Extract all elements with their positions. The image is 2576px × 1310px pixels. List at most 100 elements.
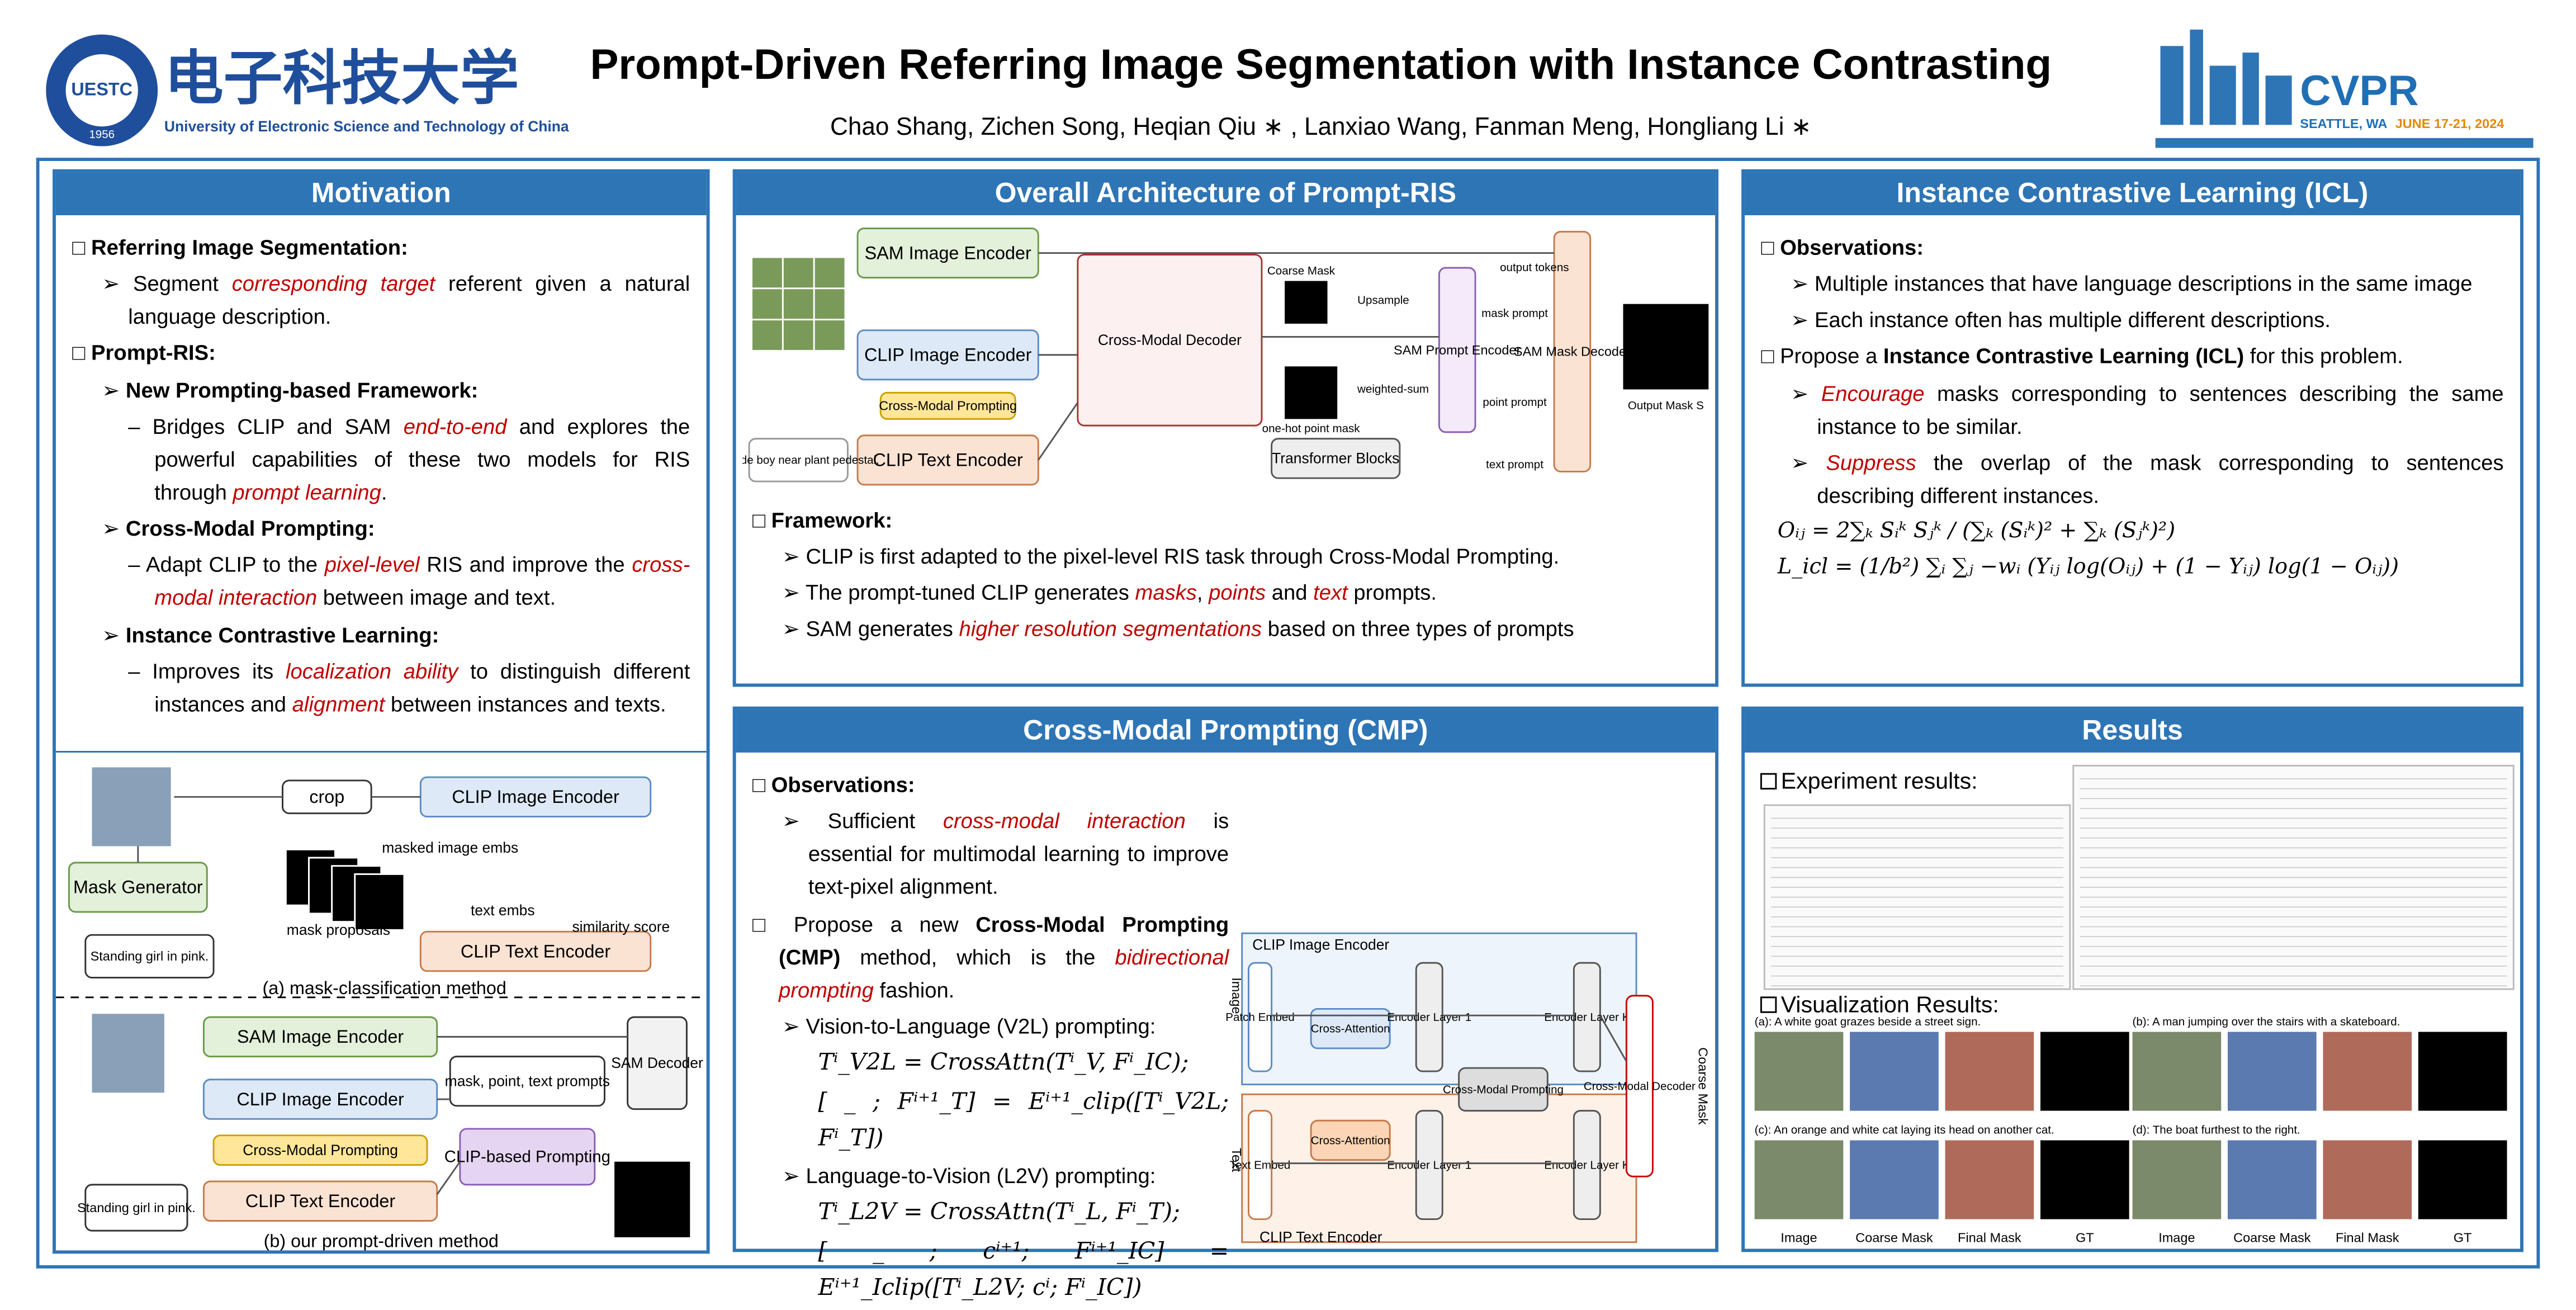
university-en: University of Electronic Science and Tec… (164, 118, 569, 135)
panel: Motivation □ Referring Image Segmentation… (53, 169, 710, 1254)
photo (92, 767, 171, 846)
diagram-box (1271, 438, 1401, 479)
diagram-box (1415, 1110, 1443, 1221)
panel: Overall Architecture of Prompt-RIS SAM Im… (732, 169, 1718, 687)
bullet: Tⁱ_L2V = CrossAttn(Tⁱ_L, Fⁱ_T); (752, 1197, 1229, 1232)
diagram-box (1438, 267, 1476, 433)
diagram-text: Coarse Mask (1267, 264, 1336, 277)
diagram-text: GT (2454, 1231, 2472, 1245)
input-patch (752, 289, 782, 319)
diagram-label: Text Embed (1230, 1158, 1291, 1171)
diagram-box (1415, 962, 1443, 1072)
square (1760, 773, 1777, 790)
bullet: □ Propose a Instance Contrastive Learnin… (1761, 341, 2503, 374)
diagram-label: SAM Mask Decoder (1514, 344, 1631, 359)
text: masks corresponding to sentences describ… (1817, 380, 2504, 438)
emphasis: cross-modal interaction (154, 552, 690, 611)
diagram-label: SAM Image Encoder (865, 243, 1031, 263)
diagram-text: (a) mask-classification method (262, 978, 506, 998)
diagram-label: CLIP Text Encoder (245, 1191, 395, 1211)
emphasis: higher resolution segmentations (959, 617, 1262, 642)
diagram-box (627, 1016, 688, 1110)
text: between instances and texts. (385, 691, 666, 716)
text: fashion. (873, 977, 955, 1002)
bullet-marker: ➢ (1791, 308, 1815, 333)
square (1760, 996, 1777, 1013)
visual-sample (2418, 1140, 2507, 1219)
text: The prompt-tuned CLIP generates (805, 580, 1135, 606)
bullet-marker: ➢ (102, 271, 133, 296)
diagram-box (1553, 230, 1592, 472)
input-patch (815, 258, 845, 288)
bullet-marker: □ (1761, 344, 1781, 369)
diagram-label: Encoder Layer 1 (1387, 1158, 1471, 1171)
visual-sample (1945, 1140, 2034, 1219)
bold-text: Cross-Modal Prompting (CMP) (778, 911, 1229, 970)
equation: Oᵢⱼ = 2∑ₖ Sᵢᵏ Sⱼᵏ / (∑ₖ (Sᵢᵏ)² + ∑ₖ (Sⱼᵏ… (1777, 519, 2176, 545)
visual-sample (2227, 1140, 2317, 1219)
diagram-label: SAM Decoder (611, 1054, 703, 1071)
bullet-marker: ➢ (782, 1014, 806, 1039)
university-cn: 电子科技大学 (164, 45, 519, 111)
diagram-label: Cross-Modal Prompting (243, 1142, 398, 1158)
visual-sample (2040, 1032, 2129, 1111)
diagram-text: Final Mask (2336, 1231, 2399, 1245)
text: . (381, 480, 387, 505)
text: is essential for multimodal learning to … (808, 808, 1229, 900)
bullet: ➢ Sufficient cross-modal interaction is … (752, 805, 1229, 905)
diagram-text: GT (2076, 1231, 2094, 1245)
diagram-text: Experiment results: (1781, 768, 1978, 794)
diagram-text: mask proposals (287, 921, 390, 938)
panel-body: □ Observations: ➢ Multiple instances that… (1761, 228, 2503, 589)
diagram-box (419, 930, 652, 972)
bullet: ➢ Segment corresponding target referent … (72, 268, 690, 334)
diagram-label: Cross-Modal Prompting (1443, 1083, 1564, 1096)
arrow (436, 1161, 461, 1195)
diagram-label: CLIP Text Encoder (873, 450, 1023, 470)
output-mask (1623, 304, 1709, 390)
bullet: – Bridges CLIP and SAM end-to-end and ex… (72, 410, 690, 510)
panel-title: Motivation (55, 172, 707, 215)
bullet-marker: – (128, 658, 153, 683)
bullet-marker: ➢ (782, 1164, 806, 1189)
bullet-marker: ➢ (102, 516, 126, 541)
emphasis: end-to-end (403, 413, 507, 438)
diagram-text: Coarse Mask (2233, 1231, 2311, 1245)
mask-proposal (354, 873, 405, 931)
text: [ _ ; cⁱ⁺¹; Fⁱ⁺¹_IC] = Eⁱ⁺¹_Iclip([Tⁱ_L2… (818, 1238, 1229, 1301)
diagram-label: Cross-Modal Decoder (1584, 1080, 1696, 1093)
diagram-label: CLIP-based Prompting (444, 1148, 610, 1166)
diagram-box (1310, 1119, 1391, 1161)
diagram-box (1247, 962, 1273, 1072)
bullet-marker: ➢ (102, 377, 126, 402)
bullet: ➢ CLIP is first adapted to the pixel-lev… (752, 541, 1699, 574)
diagram-label: Mask Generator (73, 877, 203, 897)
diagram-text: Upsample (1357, 294, 1409, 307)
diagram-box (1458, 1067, 1549, 1112)
emphasis: Suppress (1826, 450, 1916, 475)
text: Propose a new (793, 911, 976, 936)
diagram-box (748, 438, 849, 483)
bullet-marker: ➢ (782, 808, 828, 834)
text: Adapt CLIP to the (146, 552, 325, 578)
diagram-text: (d): The boat furthest to the right. (2133, 1124, 2300, 1137)
text: [ _ ; Fⁱ⁺¹_T] = Eⁱ⁺¹_clip([Tⁱ_V2L; Fⁱ_T]… (818, 1089, 1229, 1151)
diagram-box (1625, 995, 1654, 1177)
bullet: ➢ Each instance often has multiple diffe… (1761, 305, 2503, 338)
bullet-marker: – (128, 552, 146, 578)
bullet-marker: □ (752, 508, 771, 533)
bold-text: Instance Contrastive Learning: (125, 622, 439, 647)
visual-sample (2323, 1032, 2412, 1111)
text: the overlap of the mask corresponding to… (1817, 450, 2504, 508)
text: between image and text. (317, 585, 556, 611)
input-patch (752, 258, 782, 288)
bullet-marker: ➢ (1791, 380, 1821, 405)
text: and (1266, 580, 1314, 606)
input-patch (815, 320, 845, 350)
text: Sufficient (827, 808, 943, 834)
diagram-label: Blonde boy near plant pedestal. (742, 454, 879, 467)
visual-sample (1850, 1032, 1939, 1111)
diagram-text: mask prompt (1481, 307, 1548, 320)
bullet: ➢ Multiple instances that have language … (1761, 268, 2503, 301)
